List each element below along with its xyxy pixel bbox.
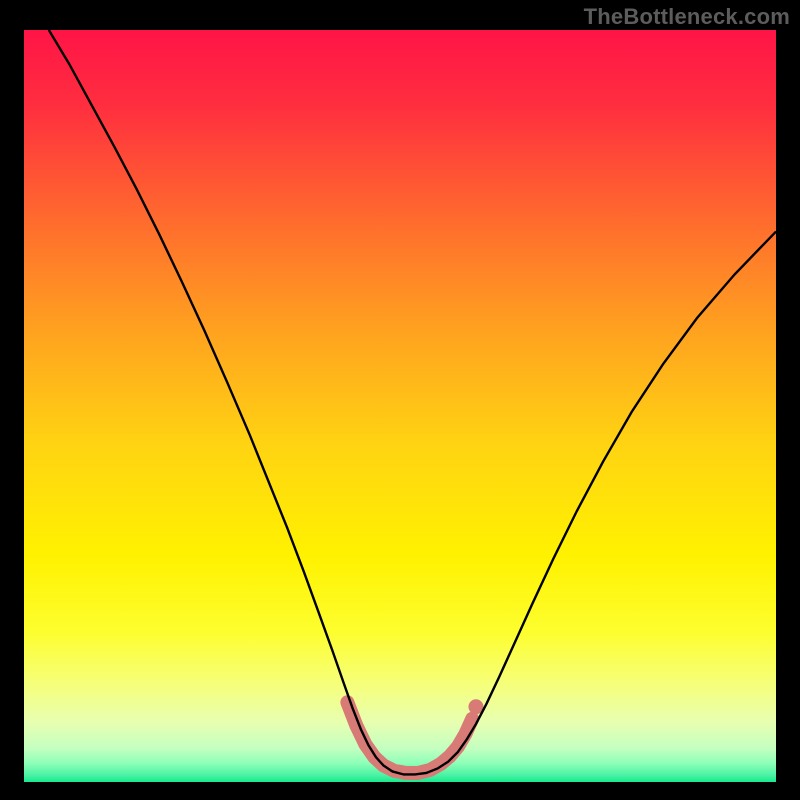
frame: TheBottleneck.com: [0, 0, 800, 800]
watermark-text: TheBottleneck.com: [584, 4, 790, 30]
curve-layer: [24, 30, 776, 782]
plot-area: [24, 30, 776, 782]
main-curve: [49, 30, 776, 774]
